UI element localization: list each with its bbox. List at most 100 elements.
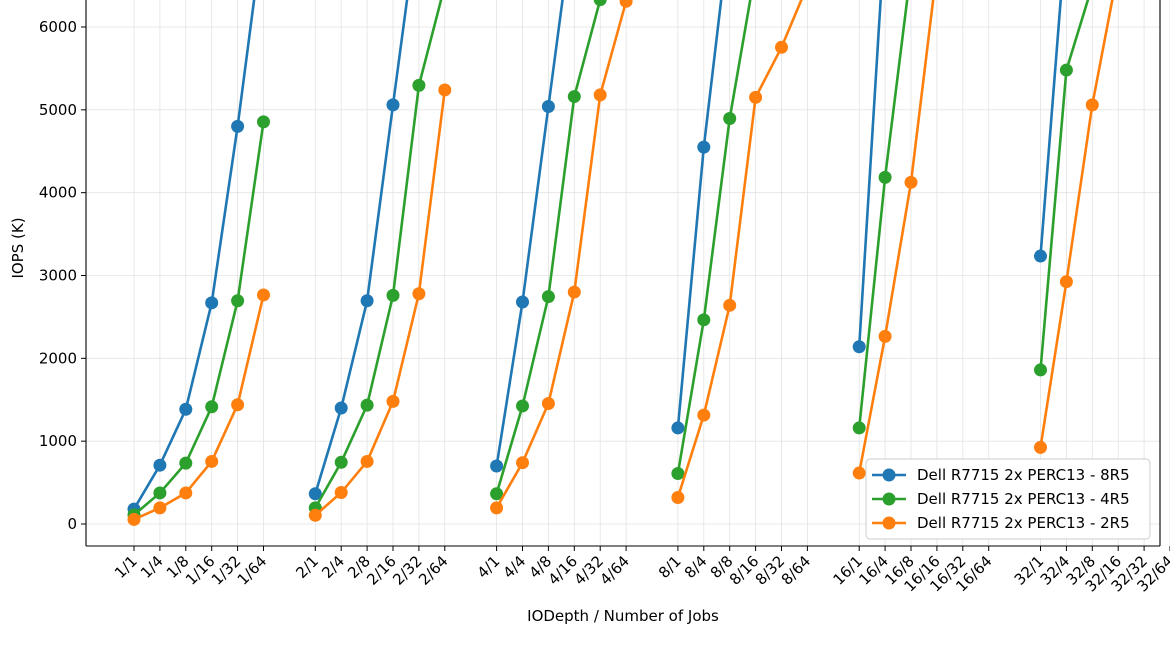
legend-marker (882, 468, 896, 482)
x-tick-label: 8/64 (778, 552, 815, 589)
data-point (904, 175, 918, 189)
legend-marker (882, 516, 896, 530)
legend: Dell R7715 2x PERC13 - 8R5 Dell R7715 2x … (865, 458, 1151, 540)
x-axis-title: IODepth / Number of Jobs (527, 607, 719, 625)
series-line (676, 0, 752, 474)
y-axis-title: IOPS (K) (9, 217, 27, 278)
y-tick-label: 4000 (39, 184, 77, 202)
data-point (775, 40, 788, 54)
data-point (852, 340, 866, 354)
data-point (697, 140, 711, 154)
data-point (360, 294, 374, 308)
data-point (308, 508, 322, 522)
x-tick-label: 2/1 (292, 552, 322, 582)
data-point (334, 455, 348, 469)
series-line (676, 0, 803, 498)
data-point (153, 501, 167, 515)
data-point (593, 88, 607, 102)
legend-marker (882, 492, 896, 506)
series-line (314, 0, 443, 509)
series-line (1039, 0, 1114, 448)
data-point (723, 112, 737, 126)
y-tick-label: 5000 (39, 101, 77, 119)
data-point (205, 454, 219, 468)
x-tick-label: 4/4 (500, 552, 530, 582)
data-point (386, 98, 400, 112)
data-point (1059, 275, 1073, 289)
series-line (857, 0, 935, 474)
data-point (231, 294, 245, 308)
x-tick-label: 2/4 (318, 552, 348, 582)
x-tick-label: 8/1 (655, 552, 685, 582)
data-point (1034, 440, 1047, 454)
data-point (127, 512, 141, 526)
legend-item: Dell R7715 2x PERC13 - 8R5 (872, 466, 1130, 484)
series-line (314, 89, 447, 517)
series-line (495, 0, 628, 509)
data-point (671, 466, 685, 480)
data-point (179, 456, 193, 470)
data-point (567, 90, 581, 104)
x-tick-label: 1/64 (234, 552, 271, 589)
series-1 (127, 0, 1062, 516)
y-tick-label: 0 (67, 515, 77, 533)
data-point (541, 290, 555, 304)
data-point (179, 402, 193, 416)
data-point (334, 486, 348, 500)
data-point (697, 313, 711, 327)
data-point (153, 486, 167, 500)
data-point (360, 454, 374, 468)
y-tick-label: 6000 (39, 18, 77, 36)
x-tick-label: 2/64 (415, 552, 452, 589)
y-tick-label: 2000 (39, 349, 77, 367)
data-point (490, 487, 504, 501)
data-point (205, 296, 219, 310)
data-point (412, 287, 426, 301)
data-point (231, 398, 245, 412)
data-point (619, 0, 633, 8)
data-point (516, 456, 529, 470)
data-point (567, 285, 581, 299)
data-point (438, 83, 452, 97)
legend-label: Dell R7715 2x PERC13 - 8R5 (917, 466, 1130, 484)
data-point (490, 459, 504, 473)
series-line (133, 294, 265, 521)
legend-label: Dell R7715 2x PERC13 - 4R5 (917, 490, 1130, 508)
series-line (495, 0, 564, 467)
series-line (857, 0, 882, 347)
data-point (723, 298, 737, 312)
y-ticks: 0 1000 2000 3000 4000 5000 6000 (39, 18, 86, 533)
data-point (231, 119, 245, 133)
data-point (541, 100, 555, 114)
y-tick-label: 1000 (39, 432, 77, 450)
series-2 (127, 0, 1090, 522)
data-point (852, 466, 866, 480)
data-point (179, 486, 193, 500)
data-point (1059, 63, 1073, 77)
data-point (516, 399, 529, 413)
data-point (334, 401, 348, 415)
x-tick-label: 1/4 (137, 552, 167, 582)
data-point (153, 458, 167, 472)
data-point (593, 0, 607, 7)
x-tick-label: 1/1 (111, 552, 141, 582)
data-point (749, 90, 763, 104)
series-layer (127, 0, 1114, 526)
data-point (386, 288, 400, 302)
data-point (308, 487, 322, 501)
data-point (412, 78, 426, 92)
data-point (257, 115, 270, 129)
x-tick-label: 8/4 (681, 552, 711, 582)
series-line (132, 0, 256, 510)
data-point (697, 408, 711, 422)
data-point (852, 421, 866, 435)
legend-item: Dell R7715 2x PERC13 - 4R5 (872, 490, 1130, 508)
data-point (516, 295, 529, 309)
data-point (257, 288, 270, 302)
series-line (133, 121, 265, 516)
x-ticks: 1/11/41/81/161/321/64 2/12/42/82/162/322/… (111, 546, 1170, 595)
series-3 (127, 0, 1114, 526)
data-point (1034, 363, 1047, 377)
